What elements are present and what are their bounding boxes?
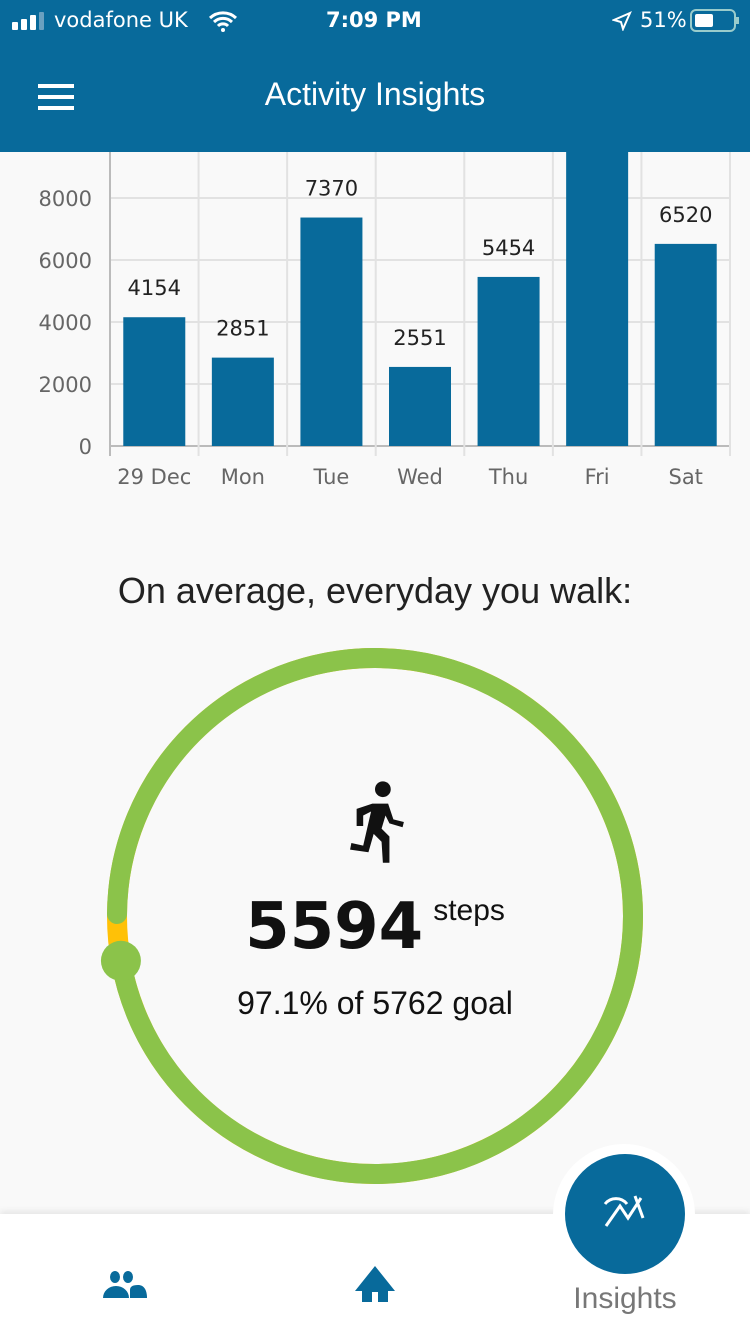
y-tick-label: 0 (79, 435, 92, 459)
signal-icon (12, 12, 44, 30)
app-bar: Activity Insights (0, 40, 750, 152)
bar-2 (300, 217, 363, 446)
status-bar: vodafone UK 7:09 PM 51% (0, 0, 750, 40)
x-tick-label: Wed (397, 465, 443, 489)
people-icon[interactable] (102, 1270, 148, 1302)
home-icon[interactable] (354, 1266, 396, 1302)
wifi-icon (208, 11, 238, 32)
x-tick-label: Fri (585, 465, 610, 489)
carrier: vodafone UK (54, 8, 188, 32)
bar-6 (654, 243, 717, 446)
bar-value-label: 2851 (216, 317, 269, 341)
bar-1 (211, 357, 274, 446)
steps-bar-chart: 0 2000 4000 6000 8000 4154 29 Dec 2851 Mon 7370 Tu… (39, 152, 731, 489)
average-steps: 5594 steps (0, 890, 750, 964)
insights-button[interactable] (565, 1154, 685, 1274)
clock: 7:09 PM (326, 8, 422, 32)
bar-value-label: 5454 (482, 236, 535, 260)
battery-icon (690, 9, 739, 32)
y-tick-label: 2000 (39, 373, 92, 397)
bar-4 (477, 276, 540, 446)
x-tick-label: Tue (312, 465, 349, 489)
average-heading: On average, everyday you walk: (117, 570, 633, 611)
steps-unit: steps (433, 894, 505, 927)
x-tick-label: Thu (488, 465, 528, 489)
goal-text: 97.1% of 5762 goal (237, 985, 513, 1021)
bar-value-label: 2551 (393, 326, 446, 350)
bar-3 (389, 366, 451, 446)
insights-icon (603, 1195, 645, 1227)
bar-value-label: 6520 (659, 203, 712, 227)
bar-0 (123, 317, 186, 446)
hamburger-icon[interactable] (38, 84, 74, 110)
x-tick-label: Sat (668, 465, 702, 489)
bar-value-label: 7370 (305, 177, 358, 201)
y-tick-label: 4000 (39, 311, 92, 335)
battery-percent: 51% (640, 8, 687, 32)
y-tick-label: 8000 (39, 187, 92, 211)
bar-5 (566, 152, 629, 446)
runner-icon (0, 780, 750, 868)
y-tick-label: 6000 (39, 249, 92, 273)
x-tick-label: 29 Dec (117, 465, 191, 489)
nav-label-insights[interactable]: Insights (573, 1282, 677, 1315)
location-icon (612, 11, 632, 31)
bar-value-label: 4154 (128, 276, 181, 300)
page-title: Activity Insights (264, 76, 486, 112)
x-tick-label: Mon (221, 465, 265, 489)
steps-value: 5594 (245, 890, 424, 964)
